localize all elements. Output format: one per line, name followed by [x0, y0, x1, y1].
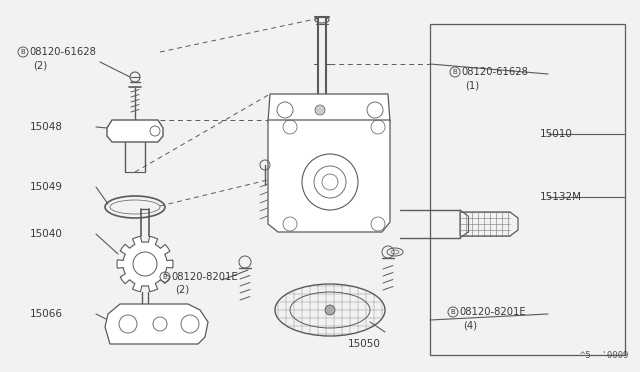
Text: 15040: 15040	[30, 229, 63, 239]
Text: 08120-61628: 08120-61628	[461, 67, 528, 77]
Bar	[430, 24, 625, 355]
Text: 08120-8201E: 08120-8201E	[459, 307, 525, 317]
Text: 15010: 15010	[540, 129, 573, 139]
Text: (1): (1)	[465, 80, 479, 90]
Polygon shape	[105, 304, 208, 344]
Polygon shape	[107, 120, 163, 142]
Circle shape	[277, 102, 293, 118]
Text: ^5  '0009: ^5 '0009	[580, 351, 628, 360]
Polygon shape	[268, 120, 390, 232]
Polygon shape	[268, 94, 390, 122]
Circle shape	[133, 252, 157, 276]
Text: 15132M: 15132M	[540, 192, 582, 202]
Polygon shape	[117, 236, 173, 292]
Text: B: B	[20, 49, 26, 55]
Text: (2): (2)	[33, 60, 47, 70]
Text: 08120-8201E: 08120-8201E	[171, 272, 237, 282]
Circle shape	[325, 305, 335, 315]
Text: (2): (2)	[175, 285, 189, 295]
Text: 15048: 15048	[30, 122, 63, 132]
Circle shape	[315, 105, 325, 115]
Text: 15066: 15066	[30, 309, 63, 319]
Text: B: B	[163, 274, 168, 280]
Text: B: B	[452, 69, 458, 75]
Text: 15049: 15049	[30, 182, 63, 192]
Text: B: B	[451, 309, 456, 315]
Circle shape	[367, 102, 383, 118]
Text: 08120-61628: 08120-61628	[29, 47, 96, 57]
Text: 15050: 15050	[348, 339, 381, 349]
Text: (4): (4)	[463, 320, 477, 330]
